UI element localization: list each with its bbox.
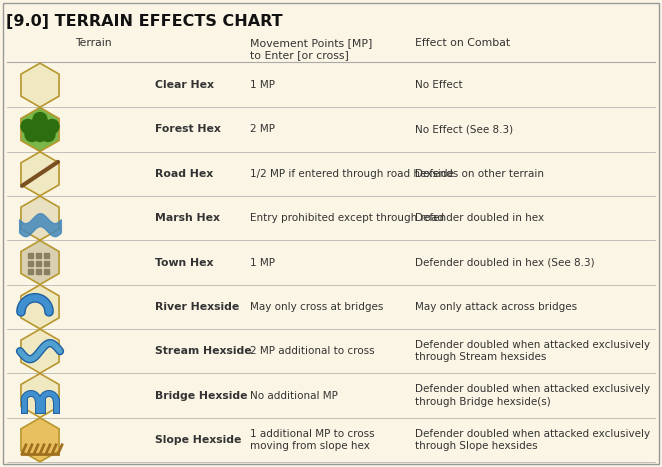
Text: [9.0] TERRAIN EFFECTS CHART: [9.0] TERRAIN EFFECTS CHART [6,14,283,29]
Circle shape [41,127,55,142]
Text: 1 MP: 1 MP [250,257,275,268]
Text: Defends on other terrain: Defends on other terrain [415,169,544,179]
Text: Defender doubled when attacked exclusively
through Stream hexsides: Defender doubled when attacked exclusive… [415,340,650,362]
Bar [44,269,49,274]
Bar [44,261,49,266]
Circle shape [25,127,39,142]
Text: Effect on Combat: Effect on Combat [415,38,510,48]
Bar [28,253,33,257]
Circle shape [33,113,47,127]
Text: 2 MP: 2 MP [250,125,275,134]
Text: 2 MP additional to cross: 2 MP additional to cross [250,346,375,356]
Circle shape [33,127,47,142]
Circle shape [45,120,59,134]
Text: Slope Hexside: Slope Hexside [155,435,242,445]
Text: 1/2 MP if entered through road hexside: 1/2 MP if entered through road hexside [250,169,454,179]
Text: Defender doubled in hex: Defender doubled in hex [415,213,544,223]
Circle shape [21,120,35,134]
Text: Stream Hexside: Stream Hexside [155,346,252,356]
Bar [28,261,33,266]
Text: Defender doubled when attacked exclusively
through Bridge hexside(s): Defender doubled when attacked exclusive… [415,384,650,407]
Polygon shape [21,107,59,151]
Bar [44,253,49,257]
Text: Terrain: Terrain [75,38,112,48]
Circle shape [29,120,43,134]
Text: Entry prohibited except through road: Entry prohibited except through road [250,213,444,223]
Text: Marsh Hex: Marsh Hex [155,213,220,223]
Text: May only attack across bridges: May only attack across bridges [415,302,577,312]
Polygon shape [21,418,59,462]
Text: River Hexside: River Hexside [155,302,239,312]
Text: 1 MP: 1 MP [250,80,275,90]
Circle shape [37,120,51,134]
Text: Movement Points [MP]
to Enter [or cross]: Movement Points [MP] to Enter [or cross] [250,38,372,60]
Bar [36,253,41,257]
Polygon shape [21,374,59,417]
Text: Road Hex: Road Hex [155,169,213,179]
Polygon shape [21,241,59,284]
Text: Defender doubled when attacked exclusively
through Slope hexsides: Defender doubled when attacked exclusive… [415,429,650,451]
Text: Bridge Hexside: Bridge Hexside [155,390,248,401]
Bar [28,269,33,274]
Polygon shape [21,152,59,196]
Text: Defender doubled in hex (See 8.3): Defender doubled in hex (See 8.3) [415,257,594,268]
Text: 1 additional MP to cross
moving from slope hex: 1 additional MP to cross moving from slo… [250,429,375,451]
Polygon shape [21,329,59,373]
Bar [36,261,41,266]
Text: May only cross at bridges: May only cross at bridges [250,302,383,312]
Polygon shape [21,285,59,329]
Text: Forest Hex: Forest Hex [155,125,221,134]
Text: Town Hex: Town Hex [155,257,214,268]
Text: No Effect: No Effect [415,80,463,90]
Text: Clear Hex: Clear Hex [155,80,214,90]
Polygon shape [21,63,59,107]
Text: No Effect (See 8.3): No Effect (See 8.3) [415,125,513,134]
Polygon shape [21,196,59,240]
Bar [36,269,41,274]
Text: No additional MP: No additional MP [250,390,338,401]
